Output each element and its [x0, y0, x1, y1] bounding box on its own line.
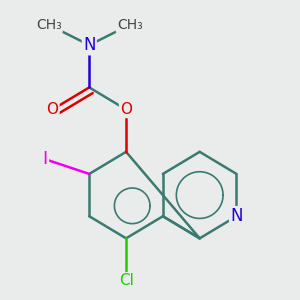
Text: O: O	[46, 102, 58, 117]
Text: Cl: Cl	[118, 273, 134, 288]
Text: N: N	[230, 207, 243, 225]
Text: O: O	[120, 102, 132, 117]
Text: CH₃: CH₃	[36, 18, 62, 32]
Text: N: N	[83, 36, 95, 54]
Text: CH₃: CH₃	[117, 18, 142, 32]
Text: I: I	[43, 150, 48, 168]
